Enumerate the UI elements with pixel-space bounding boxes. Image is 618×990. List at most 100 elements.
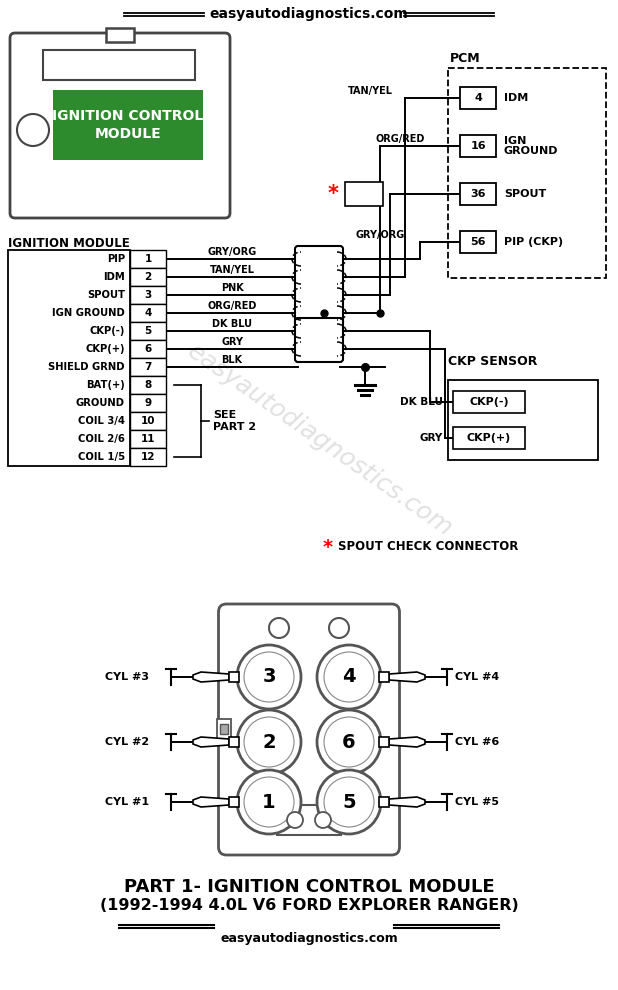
Text: IGNITION MODULE: IGNITION MODULE — [8, 237, 130, 250]
Text: CKP(+): CKP(+) — [85, 344, 125, 354]
Text: 6: 6 — [145, 344, 151, 354]
Bar — [379, 797, 389, 807]
Text: CKP(-): CKP(-) — [469, 397, 509, 407]
Bar — [130, 304, 166, 322]
Text: CYL #6: CYL #6 — [455, 737, 499, 747]
Text: CYL #4: CYL #4 — [455, 672, 499, 682]
Text: (1992-1994 4.0L V6 FORD EXPLORER RANGER): (1992-1994 4.0L V6 FORD EXPLORER RANGER) — [99, 898, 519, 913]
Text: PART 1- IGNITION CONTROL MODULE: PART 1- IGNITION CONTROL MODULE — [124, 878, 494, 896]
Text: 6: 6 — [342, 733, 356, 751]
Text: IGNITION CONTROL
MODULE: IGNITION CONTROL MODULE — [53, 109, 203, 142]
Bar — [106, 28, 134, 42]
Text: 3: 3 — [262, 667, 276, 686]
Text: *: * — [323, 538, 333, 556]
Bar — [448, 380, 598, 460]
Text: 5: 5 — [342, 793, 356, 812]
Text: CYL #2: CYL #2 — [105, 737, 149, 747]
Circle shape — [244, 777, 294, 827]
Text: GROUND: GROUND — [76, 398, 125, 408]
Text: ORG/RED: ORG/RED — [375, 134, 425, 144]
Bar — [130, 376, 166, 394]
Polygon shape — [389, 737, 425, 747]
Text: 56: 56 — [470, 237, 486, 247]
Text: PIP: PIP — [107, 254, 125, 264]
Text: easyautodiagnostics.com: easyautodiagnostics.com — [183, 339, 457, 541]
Bar — [229, 672, 239, 682]
Bar — [379, 737, 389, 747]
Text: 3: 3 — [145, 290, 151, 300]
Text: GRY: GRY — [221, 337, 243, 347]
Text: 16: 16 — [470, 141, 486, 151]
Bar — [130, 268, 166, 286]
Text: *: * — [328, 184, 339, 204]
Text: IGN
GROUND: IGN GROUND — [504, 136, 559, 156]
Circle shape — [237, 645, 301, 709]
Text: 36: 36 — [470, 189, 486, 199]
Text: GRY: GRY — [420, 433, 443, 443]
FancyBboxPatch shape — [295, 318, 343, 362]
Text: ORG/RED: ORG/RED — [207, 301, 256, 311]
Bar — [460, 87, 496, 109]
Bar — [43, 50, 195, 80]
Bar — [130, 412, 166, 430]
Bar — [130, 250, 166, 268]
Text: 4: 4 — [342, 667, 356, 686]
FancyBboxPatch shape — [219, 604, 399, 855]
Text: GRY/ORG: GRY/ORG — [208, 247, 256, 257]
Circle shape — [287, 812, 303, 828]
Text: PNK: PNK — [221, 283, 243, 293]
Text: COIL 2/6: COIL 2/6 — [78, 434, 125, 444]
Text: COIL 1/5: COIL 1/5 — [78, 452, 125, 462]
FancyBboxPatch shape — [295, 246, 343, 326]
Bar — [277, 805, 341, 835]
Text: DK BLU: DK BLU — [212, 319, 252, 329]
Circle shape — [324, 777, 374, 827]
Bar — [229, 797, 239, 807]
Bar — [448, 68, 606, 278]
Polygon shape — [193, 737, 229, 747]
Text: SPOUT: SPOUT — [87, 290, 125, 300]
Text: IGN GROUND: IGN GROUND — [53, 308, 125, 318]
Bar — [130, 394, 166, 412]
Bar — [453, 427, 525, 449]
Text: easyautodiagnostics.com: easyautodiagnostics.com — [210, 7, 408, 21]
Text: 12: 12 — [141, 452, 155, 462]
Circle shape — [329, 618, 349, 638]
Bar — [130, 322, 166, 340]
Bar — [216, 719, 231, 739]
Bar — [130, 286, 166, 304]
Bar — [460, 183, 496, 205]
Text: 5: 5 — [145, 326, 151, 336]
Text: TAN/YEL: TAN/YEL — [347, 86, 392, 96]
Text: CYL #1: CYL #1 — [105, 797, 149, 807]
Text: PIP (CKP): PIP (CKP) — [504, 237, 563, 247]
Bar — [453, 391, 525, 413]
Text: PCM: PCM — [450, 52, 481, 65]
Text: CYL #5: CYL #5 — [455, 797, 499, 807]
Text: GRY/ORG: GRY/ORG — [355, 230, 405, 240]
Text: SHIELD GRND: SHIELD GRND — [48, 362, 125, 372]
Bar — [229, 737, 239, 747]
Text: CKP SENSOR: CKP SENSOR — [448, 355, 538, 368]
Circle shape — [17, 114, 49, 146]
Text: IDM: IDM — [103, 272, 125, 282]
Text: 11: 11 — [141, 434, 155, 444]
Text: IDM: IDM — [504, 93, 528, 103]
Circle shape — [324, 717, 374, 767]
Text: 2: 2 — [262, 733, 276, 751]
Text: 1: 1 — [262, 793, 276, 812]
Circle shape — [244, 717, 294, 767]
Text: 7: 7 — [145, 362, 151, 372]
Text: 4: 4 — [145, 308, 151, 318]
Circle shape — [269, 618, 289, 638]
Circle shape — [237, 770, 301, 834]
Circle shape — [317, 645, 381, 709]
Bar — [53, 90, 203, 160]
Text: 8: 8 — [145, 380, 151, 390]
Text: SEE
PART 2: SEE PART 2 — [213, 410, 256, 433]
Bar — [460, 231, 496, 253]
Text: BLK: BLK — [221, 355, 242, 365]
Text: SPOUT CHECK CONNECTOR: SPOUT CHECK CONNECTOR — [338, 541, 519, 553]
Text: 4: 4 — [474, 93, 482, 103]
Text: 9: 9 — [145, 398, 151, 408]
